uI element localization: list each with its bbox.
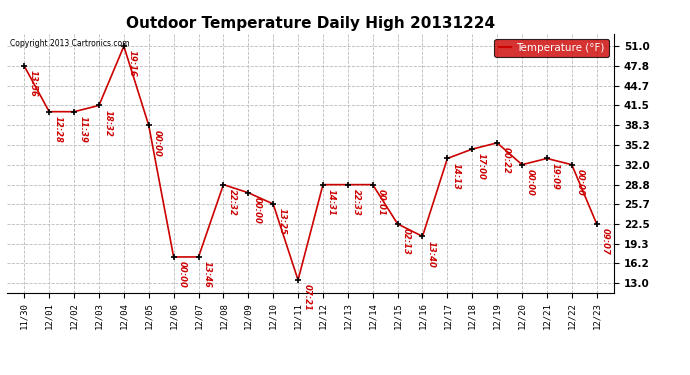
Text: 00:00: 00:00 (178, 261, 187, 288)
Text: Copyright 2013 Cartronics.com: Copyright 2013 Cartronics.com (10, 39, 130, 48)
Text: 19:16: 19:16 (128, 50, 137, 77)
Text: 14:13: 14:13 (451, 163, 460, 189)
Text: 22:33: 22:33 (352, 189, 361, 216)
Text: 22:32: 22:32 (228, 189, 237, 216)
Title: Outdoor Temperature Daily High 20131224: Outdoor Temperature Daily High 20131224 (126, 16, 495, 31)
Text: 09:07: 09:07 (601, 228, 610, 255)
Text: 17:00: 17:00 (476, 153, 486, 180)
Text: 02:13: 02:13 (402, 228, 411, 255)
Text: 13:56: 13:56 (28, 70, 37, 97)
Text: 12:28: 12:28 (53, 116, 62, 143)
Text: 13:25: 13:25 (277, 208, 286, 235)
Text: 13:40: 13:40 (426, 240, 435, 267)
Text: 00:00: 00:00 (576, 169, 585, 196)
Text: 14:31: 14:31 (327, 189, 336, 216)
Text: 00:00: 00:00 (526, 169, 535, 196)
Text: 13:46: 13:46 (203, 261, 212, 288)
Text: 19:09: 19:09 (551, 163, 560, 189)
Text: 07:21: 07:21 (302, 284, 311, 311)
Text: 00:22: 00:22 (502, 147, 511, 174)
Text: 00:00: 00:00 (153, 130, 162, 156)
Legend: Temperature (°F): Temperature (°F) (495, 39, 609, 57)
Text: 00:01: 00:01 (377, 189, 386, 216)
Text: 00:00: 00:00 (253, 197, 262, 224)
Text: 18:32: 18:32 (103, 110, 112, 136)
Text: 11:39: 11:39 (78, 116, 87, 143)
